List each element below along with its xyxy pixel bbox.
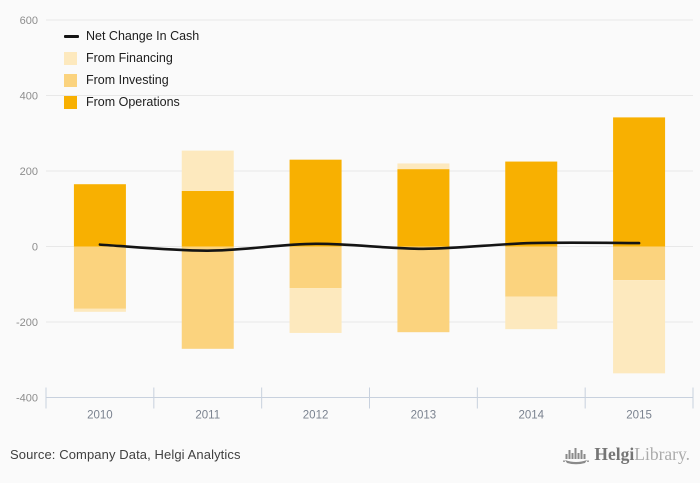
logo-text-light: Library.: [634, 443, 690, 464]
bar-segment: [613, 280, 666, 374]
bar-segment: [181, 150, 234, 192]
bar-segment: [289, 246, 342, 289]
logo-wordmark: HelgiLibrary.: [594, 443, 690, 464]
legend-color-swatch: [64, 51, 77, 65]
source-caption: Source: Company Data, Helgi Analytics: [10, 447, 241, 462]
chart-legend: Net Change In Cash From Financing From Inv…: [64, 25, 199, 113]
y-axis-tick-label: 400: [20, 91, 38, 103]
legend-label: From Investing: [86, 73, 169, 87]
x-axis-category-label: 2013: [411, 410, 437, 422]
x-axis-category-label: 2010: [87, 410, 113, 422]
helgi-ship-icon: [563, 447, 590, 464]
legend-label: Net Change In Cash: [86, 29, 200, 43]
bar-segment: [73, 308, 126, 312]
x-axis-category-label: 2012: [303, 410, 329, 422]
bar-segment: [613, 117, 666, 247]
legend-item-from-operations: From Operations: [64, 91, 199, 113]
y-axis-tick-label: 600: [20, 15, 38, 27]
bar-segment: [613, 246, 666, 281]
bar-segment: [181, 191, 234, 247]
bar-segment: [397, 169, 450, 247]
legend-label: From Operations: [86, 95, 180, 109]
legend-item-net-change-in-cash: Net Change In Cash: [64, 25, 199, 47]
bar-segment: [505, 246, 558, 297]
x-axis-category-label: 2014: [518, 410, 544, 422]
legend-color-swatch: [64, 73, 77, 87]
bar-segment: [73, 246, 126, 309]
bar-segment: [73, 184, 126, 247]
legend-item-from-financing: From Financing: [64, 47, 199, 69]
chart-footer: Source: Company Data, Helgi Analytics He…: [0, 430, 700, 483]
legend-item-from-investing: From Investing: [64, 69, 199, 91]
bar-segment: [181, 246, 234, 349]
x-axis-category-label: 2015: [626, 410, 652, 422]
chart-plot-area: 600 400 200 0 -200 -400 2010 2011 2012 2013 2014 20…: [16, 15, 694, 422]
net-change-line: [98, 241, 641, 252]
x-axis-category-label: 2011: [195, 410, 220, 422]
bar-segment: [289, 288, 342, 333]
bar-segment: [397, 163, 450, 170]
y-axis-tick-label: -200: [16, 317, 38, 329]
bar-segment: [289, 159, 342, 247]
logo-text-bold: Helgi: [594, 443, 635, 464]
y-axis-tick-label: 200: [20, 166, 38, 178]
legend-color-swatch: [64, 95, 77, 109]
legend-label: From Financing: [86, 51, 173, 65]
y-axis-tick-label: 0: [32, 242, 38, 254]
legend-color-swatch: [64, 34, 79, 38]
y-axis-tick-label: -400: [16, 393, 38, 405]
helgi-library-logo[interactable]: HelgiLibrary.: [563, 444, 690, 466]
bar-segment: [505, 296, 558, 330]
bar-segment: [397, 246, 450, 333]
bar-segment: [505, 161, 558, 247]
cash-flow-chart: 600 400 200 0 -200 -400 2010 2011 2012 2013 2014 20…: [16, 15, 694, 422]
